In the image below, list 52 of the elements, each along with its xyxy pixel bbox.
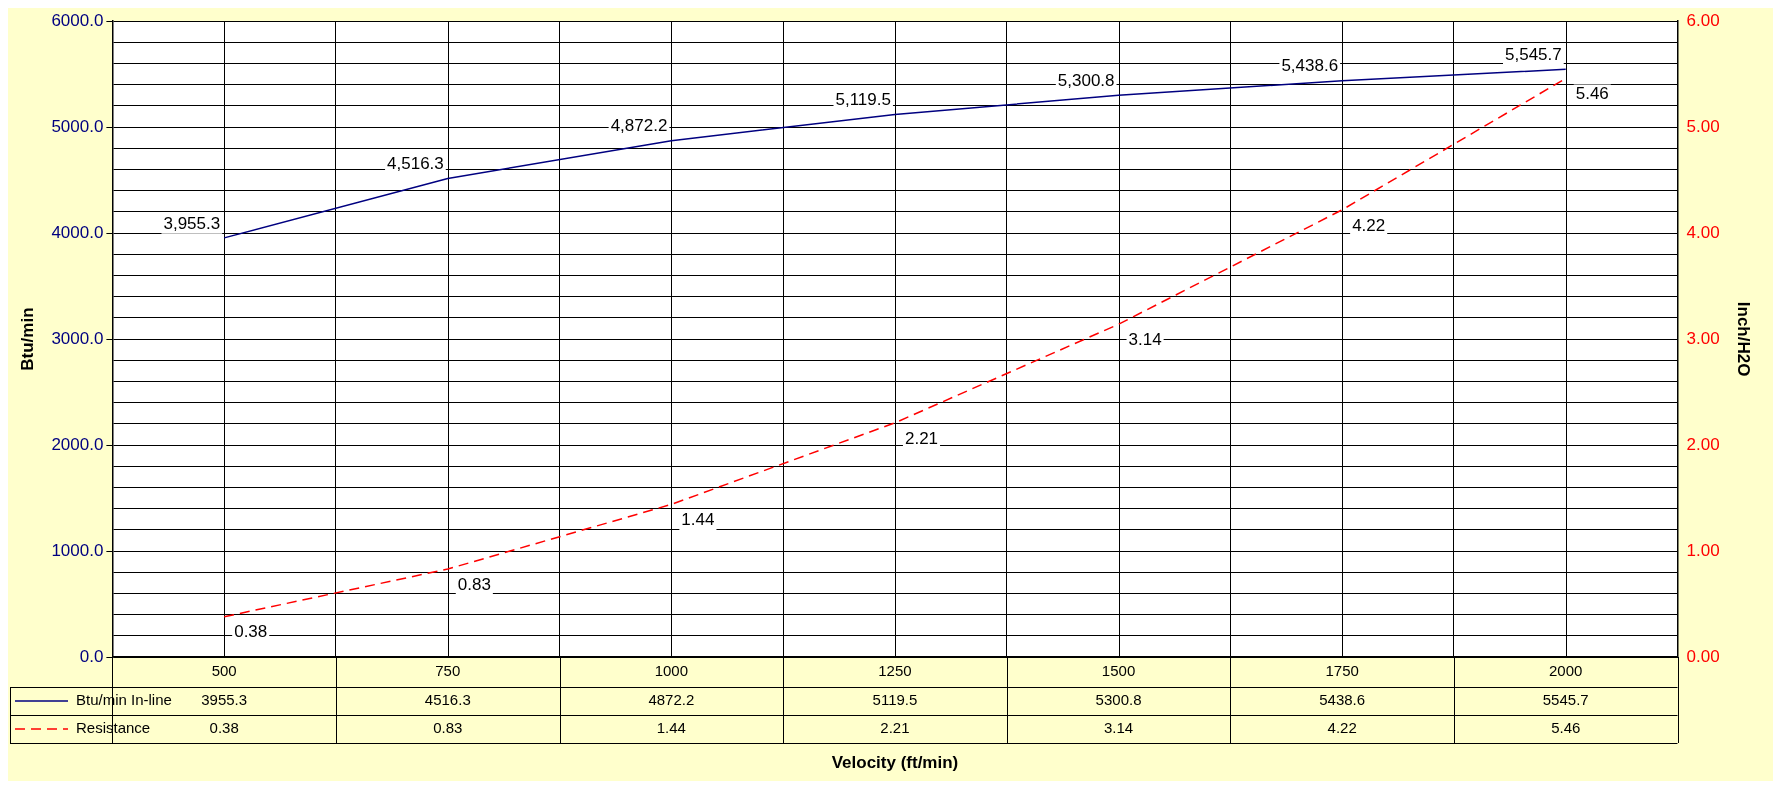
- x-tick-label: 1250: [878, 662, 912, 680]
- x-tick-label: 1500: [1101, 662, 1136, 680]
- y2-tick-label: 0.00: [1686, 646, 1720, 666]
- annotation: 1.44: [681, 510, 715, 530]
- y-tick-label: 4000.0: [51, 222, 104, 242]
- y-tick-label: 0.0: [79, 646, 104, 666]
- y2-axis-title: Inch/H2O: [1734, 301, 1754, 377]
- annotation: 3.14: [1128, 329, 1162, 349]
- y-tick-label: 5000.0: [51, 116, 104, 136]
- annotation: 0.38: [234, 622, 268, 642]
- y2-tick-label: 1.00: [1686, 540, 1720, 560]
- annotation: 4,872.2: [610, 116, 668, 136]
- annotation: 4.22: [1352, 215, 1386, 235]
- annotation: 4,516.3: [387, 154, 444, 174]
- data-label: 3.14: [1103, 719, 1134, 737]
- data-label: 3955.3: [201, 691, 248, 709]
- data-label: 1.44: [656, 719, 686, 737]
- x-tick-label: 500: [211, 662, 237, 680]
- annotation: 2.21: [904, 428, 939, 448]
- data-label: 4.22: [1327, 719, 1357, 737]
- data-label: 4872.2: [648, 691, 695, 709]
- x-axis-title: Velocity (ft/min): [831, 752, 959, 772]
- annotation: 5,438.6: [1281, 56, 1339, 76]
- annotation: 5.46: [1575, 84, 1609, 104]
- y2-tick-label: 6.00: [1686, 10, 1720, 30]
- y-axis-title: Btu/min: [17, 307, 37, 371]
- data-label: 5438.6: [1319, 691, 1366, 709]
- y2-tick-label: 5.00: [1686, 116, 1720, 136]
- y-tick-label: 2000.0: [51, 434, 104, 454]
- annotation: 5,545.7: [1505, 45, 1562, 65]
- x-tick-label: 750: [435, 662, 461, 680]
- data-label: 0.38: [209, 719, 239, 737]
- y-tick-label: 1000.0: [51, 540, 104, 560]
- data-label: 5300.8: [1095, 691, 1142, 709]
- y-tick-label: 6000.0: [51, 10, 104, 30]
- y2-tick-label: 3.00: [1686, 328, 1720, 348]
- annotation: 5,300.8: [1057, 70, 1115, 90]
- y2-tick-label: 2.00: [1686, 434, 1720, 454]
- data-label: 5119.5: [872, 691, 918, 709]
- x-tick-label: 1750: [1325, 662, 1359, 680]
- data-label: 5545.7: [1542, 691, 1589, 709]
- y-tick-label: 3000.0: [51, 328, 104, 348]
- data-label: 5.46: [1551, 719, 1581, 737]
- annotation: 5,119.5: [835, 90, 891, 110]
- annotation: 3,955.3: [163, 213, 221, 233]
- annotation: 0.83: [457, 574, 491, 594]
- x-tick-label: 1000: [654, 662, 689, 680]
- y2-tick-label: 4.00: [1686, 222, 1720, 242]
- data-label: 0.83: [433, 719, 463, 737]
- data-label: 2.21: [880, 719, 910, 737]
- data-label: 4516.3: [424, 691, 471, 709]
- x-tick-label: 2000: [1549, 662, 1583, 680]
